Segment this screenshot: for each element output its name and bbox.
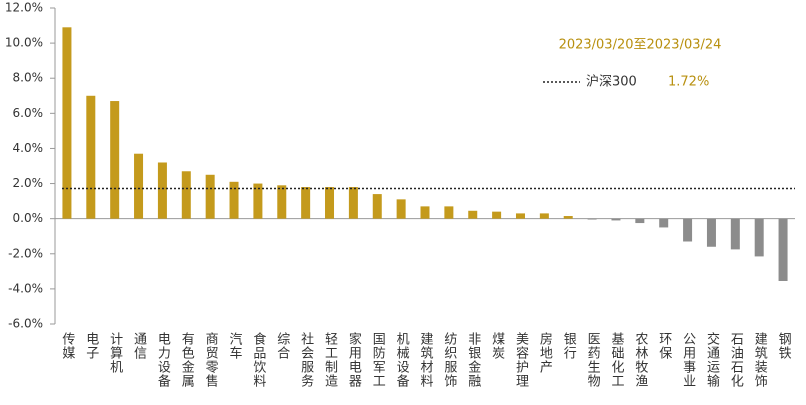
bar (110, 101, 120, 219)
x-tick-label: 国防军工 (370, 332, 386, 388)
x-tick-label: 电力设备 (155, 332, 171, 388)
bar (563, 216, 573, 219)
y-tick-label: -2.0% (8, 246, 43, 260)
x-tick-label: 非银金融 (465, 332, 481, 388)
x-tick-label: 煤炭 (489, 332, 505, 360)
x-tick-label: 机械设备 (394, 332, 410, 388)
bar (611, 218, 621, 221)
bar (62, 27, 72, 219)
y-tick-label: 2.0% (13, 176, 44, 190)
bar (348, 187, 358, 219)
bar (778, 218, 788, 281)
bar (420, 206, 430, 219)
bar (754, 218, 764, 257)
bar (372, 194, 382, 219)
bar (706, 218, 716, 247)
bar (277, 185, 287, 219)
bar (515, 213, 525, 219)
bar (468, 210, 478, 219)
bar (134, 153, 144, 219)
x-tick-label: 石油石化 (728, 332, 744, 388)
x-tick-label: 纺织服饰 (441, 332, 457, 388)
y-tick-label: -4.0% (8, 281, 43, 295)
bar (730, 218, 740, 250)
x-tick-label: 医药生物 (585, 332, 601, 388)
x-tick-label: 银行 (561, 332, 577, 360)
y-tick-label: 0.0% (13, 211, 44, 225)
y-tick-label: 10.0% (5, 36, 43, 50)
x-tick-label: 环保 (656, 332, 672, 360)
legend-label: 沪深300 (586, 74, 637, 90)
x-tick-label: 汽车 (227, 332, 243, 360)
bar (157, 162, 167, 219)
x-tick-label: 轻工制造 (322, 332, 338, 388)
x-tick-label: 美容护理 (513, 332, 529, 388)
x-tick-label: 通信 (131, 332, 147, 360)
x-tick-label: 有色金属 (179, 332, 195, 388)
bar (181, 171, 191, 219)
y-tick-label: -6.0% (8, 317, 43, 331)
bar (587, 218, 597, 220)
reference-value-label: 1.72% (668, 75, 709, 90)
bar (205, 174, 215, 219)
bar (659, 218, 669, 228)
bar (325, 187, 335, 219)
bar (683, 218, 693, 242)
chart-subtitle: 2023/03/20至2023/03/24 (559, 38, 722, 53)
x-tick-label: 房地产 (537, 331, 553, 374)
bar (229, 181, 239, 219)
y-tick-label: 6.0% (13, 106, 44, 120)
x-tick-label: 建筑装饰 (752, 332, 768, 388)
x-tick-label: 农林牧渔 (632, 332, 648, 388)
x-tick-label: 家用电器 (346, 331, 362, 388)
bar (444, 206, 454, 219)
bar (253, 183, 263, 219)
bar (301, 187, 311, 219)
x-tick-label: 传媒 (59, 332, 75, 360)
x-tick-label: 公用事业 (680, 332, 696, 388)
x-tick-label: 基础化工 (608, 332, 624, 388)
bar (539, 213, 549, 219)
bar (86, 95, 96, 219)
x-tick-label: 建筑材料 (418, 332, 434, 388)
x-tick-label: 综合 (274, 332, 290, 360)
y-tick-label: 8.0% (13, 71, 44, 85)
y-tick-label: 4.0% (13, 141, 44, 155)
x-tick-label: 商贸零售 (203, 332, 219, 388)
bar (635, 218, 645, 224)
bar (492, 211, 502, 219)
x-tick-label: 计算机 (107, 332, 123, 374)
x-tick-label: 食品饮料 (250, 331, 266, 388)
x-tick-label: 电子 (83, 332, 99, 360)
x-tick-label: 交通运输 (704, 331, 720, 388)
x-tick-label: 钢铁 (776, 332, 792, 360)
bar (396, 199, 406, 219)
x-tick-label: 社会服务 (298, 331, 314, 388)
y-tick-label: 12.0% (5, 1, 43, 15)
